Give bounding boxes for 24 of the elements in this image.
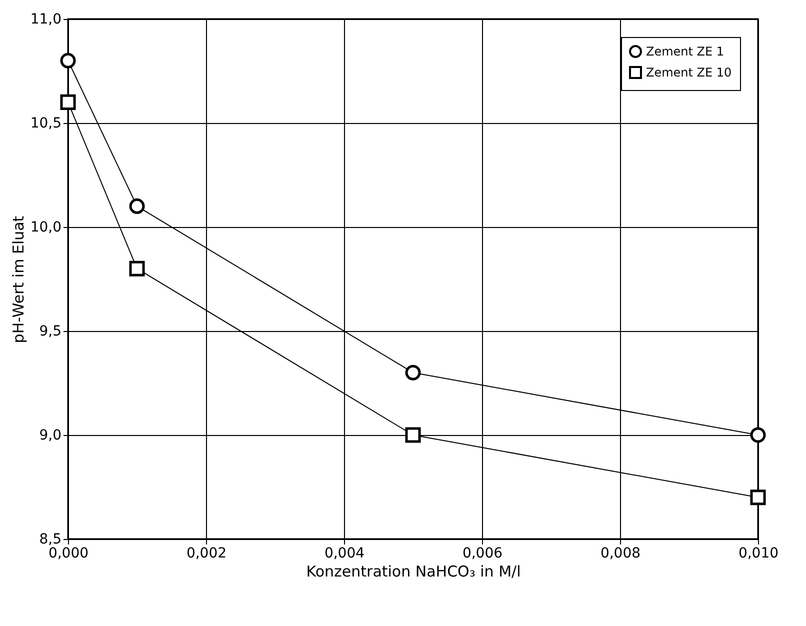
x-tick-label: 0,006: [462, 546, 503, 562]
y-tick-label: 10,5: [30, 116, 62, 132]
point: [405, 427, 421, 443]
point: [750, 427, 766, 443]
x-tick-label: 0,002: [186, 546, 227, 562]
y-tick-label: 10,0: [30, 220, 62, 236]
x-tick-label: 0,004: [324, 546, 365, 562]
x-tick-label: 0,008: [600, 546, 641, 562]
point: [60, 52, 76, 68]
point: [129, 198, 145, 214]
legend-label: Zement ZE 10: [646, 66, 732, 80]
y-tick-label: 9,0: [39, 428, 62, 444]
point: [750, 490, 766, 506]
point: [129, 260, 145, 276]
point: [405, 364, 421, 380]
legend-label: Zement ZE 1: [646, 44, 724, 58]
point: [60, 94, 76, 110]
y-tick-label: 8,5: [39, 532, 62, 548]
x-tick-label: 0,010: [738, 546, 779, 562]
y-tick-label: 9,5: [39, 324, 62, 340]
x-axis-title: Konzentration NaHCO₃ in M/l: [306, 562, 521, 580]
y-tick-label: 11,0: [30, 12, 62, 28]
y-axis-title: pH-Wert im Eluat: [9, 216, 28, 344]
x-tick-label: 0,000: [48, 546, 89, 562]
